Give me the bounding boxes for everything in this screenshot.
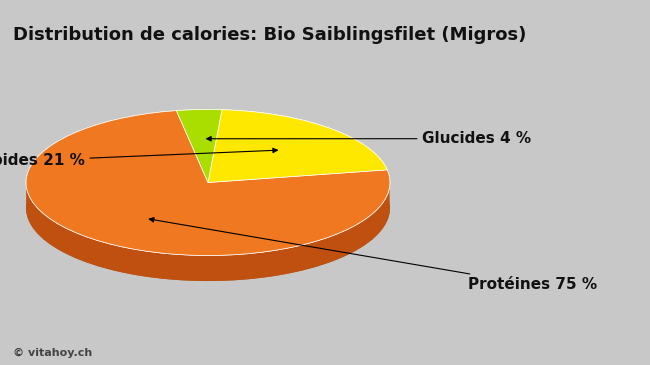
Polygon shape (26, 111, 390, 255)
Polygon shape (26, 111, 390, 255)
Polygon shape (208, 110, 387, 182)
Text: © vitahoy.ch: © vitahoy.ch (13, 347, 92, 358)
Text: Glucides 4 %: Glucides 4 % (207, 131, 532, 146)
Text: Protéines 75 %: Protéines 75 % (150, 218, 597, 292)
Polygon shape (208, 110, 387, 182)
Polygon shape (26, 185, 389, 281)
Text: Distribution de calories: Bio Saiblingsfilet (Migros): Distribution de calories: Bio Saiblingsf… (13, 26, 526, 43)
Text: Lipides 21 %: Lipides 21 % (0, 148, 278, 168)
Ellipse shape (26, 135, 390, 281)
Polygon shape (176, 110, 222, 182)
Polygon shape (176, 110, 222, 182)
